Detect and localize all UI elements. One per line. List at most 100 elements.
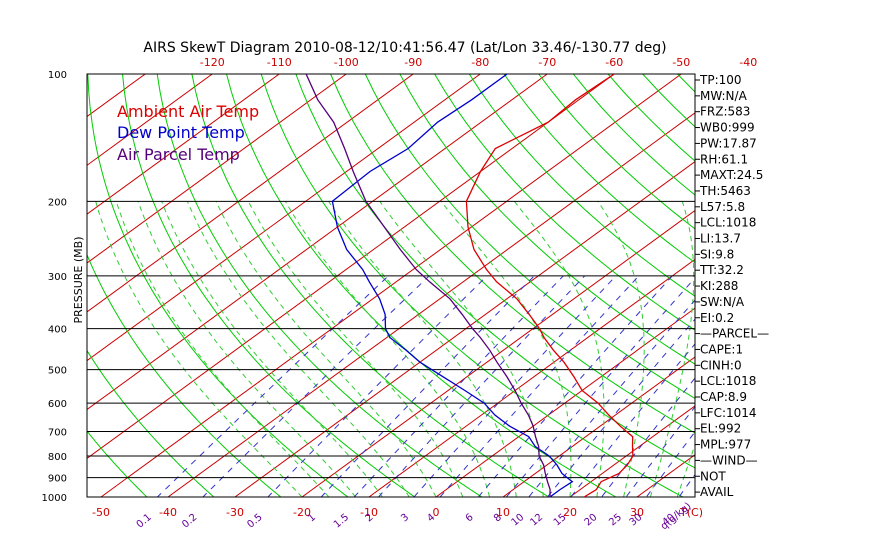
pressure-tick-label: 200 xyxy=(48,197,67,208)
isotherm-line xyxy=(838,74,870,497)
mixing-ratio-tick-label: 0.2 xyxy=(180,512,199,531)
moist-adiabat-line xyxy=(95,201,303,497)
index-item: TT:32.2 xyxy=(699,263,744,277)
mixing-ratio-line xyxy=(625,406,695,497)
plot-frame xyxy=(86,73,696,498)
isotherm-line xyxy=(87,74,347,264)
isotherm-line xyxy=(87,74,280,215)
isotherm-line xyxy=(87,74,213,166)
pressure-tick-label: 500 xyxy=(48,366,67,377)
top-temperature-tick-label: -50 xyxy=(672,56,690,69)
legend-ambient-air-temp: Ambient Air Temp xyxy=(117,102,259,121)
mixing-ratio-tick-label: 10 xyxy=(510,512,527,529)
index-item: WB0:999 xyxy=(700,121,755,135)
bottom-temperature-tick-label: -30 xyxy=(226,506,244,519)
index-item: LFC:1014 xyxy=(700,406,757,420)
plot-border xyxy=(86,73,696,498)
mixing-ratio-line xyxy=(546,318,695,497)
index-item: MW:N/A xyxy=(700,89,748,103)
ambient-temp-line xyxy=(465,74,634,497)
isotherm-lines xyxy=(0,74,870,497)
isotherm-line xyxy=(87,74,615,459)
top-temperature-tick-labels: -120 -110 -100 -90 -80 -70 -60 -50 -40 xyxy=(200,56,757,69)
dry-adiabat-line xyxy=(191,74,550,497)
isotherm-line xyxy=(0,74,11,497)
moist-adiabat-line xyxy=(649,201,695,497)
legend-dew-point-temp: Dew Point Temp xyxy=(117,123,245,142)
pressure-tick-label: 400 xyxy=(48,325,67,336)
index-item: KI:288 xyxy=(700,279,738,293)
bottom-temperature-tick-label: -40 xyxy=(159,506,177,519)
mixing-ratio-line xyxy=(600,377,695,497)
mixing-ratio-tick-label: 3 xyxy=(399,512,411,525)
index-item: SW:N/A xyxy=(700,295,745,309)
dry-adiabat-line xyxy=(87,74,349,497)
moist-adiabat-line xyxy=(215,201,437,497)
mixing-ratio-line xyxy=(505,277,695,497)
pressure-tick-label: 1000 xyxy=(42,493,67,504)
mixing-ratio-tick-label: 20 xyxy=(583,512,600,529)
index-item: TH:5463 xyxy=(699,184,751,198)
isotherm-line xyxy=(301,209,695,497)
mixing-ratio-line xyxy=(570,343,695,497)
top-temperature-tick-label: -100 xyxy=(334,56,359,69)
index-item: MPL:977 xyxy=(700,438,751,452)
moist-adiabat-line xyxy=(186,201,410,497)
dry-adiabat-line xyxy=(828,55,870,506)
mixing-ratio-tick-label: 6 xyxy=(464,512,476,525)
dry-adiabat-line xyxy=(676,74,695,93)
dry-adiabat-line xyxy=(503,74,695,264)
isotherm-line xyxy=(771,74,870,497)
bottom-temperature-tick-label: 0 xyxy=(433,506,440,519)
isotherm-line xyxy=(234,161,695,497)
bottom-temperature-unit: T(C) xyxy=(679,506,703,519)
isotherm-line xyxy=(87,74,414,313)
mixing-ratio-tick-label: 0.1 xyxy=(135,512,154,531)
index-item: —WIND— xyxy=(700,453,758,467)
index-item: EI:0.2 xyxy=(700,311,734,325)
pressure-tick-label: 800 xyxy=(48,452,67,463)
index-item: LI:13.7 xyxy=(700,232,741,246)
mixing-ratio-line xyxy=(353,275,564,497)
index-item: SI:9.8 xyxy=(700,247,734,261)
dry-adiabat-lines xyxy=(87,55,870,506)
bottom-temperature-tick-label: -10 xyxy=(360,506,378,519)
mixing-ratio-tick-label: 0.5 xyxy=(245,512,264,531)
dry-adiabat-line xyxy=(87,253,282,497)
dry-adiabat-line xyxy=(761,55,870,506)
moist-adiabat-line xyxy=(676,443,695,497)
mixing-ratio-line xyxy=(477,275,673,497)
mixing-ratio-lines xyxy=(156,275,695,497)
dry-adiabat-line xyxy=(330,74,695,434)
dry-adiabat-line xyxy=(156,74,483,497)
chart-title: AIRS SkewT Diagram 2010-08-12/10:41:56.4… xyxy=(143,40,666,56)
mixing-ratio-line xyxy=(439,275,640,497)
moist-adiabat-line xyxy=(379,201,544,497)
index-item: EL:992 xyxy=(700,422,741,436)
dry-adiabat-line xyxy=(87,349,215,497)
dry-adiabat-line xyxy=(468,74,695,297)
isotherm-line xyxy=(167,112,695,497)
legend-air-parcel-temp: Air Parcel Temp xyxy=(117,145,240,164)
mixing-ratio-line xyxy=(678,473,695,497)
moist-adiabat-line xyxy=(284,201,491,497)
top-temperature-tick-label: -110 xyxy=(267,56,292,69)
dry-adiabat-line xyxy=(399,74,695,365)
isotherm-line xyxy=(502,356,695,497)
mixing-ratio-tick-label: 25 xyxy=(607,512,624,529)
moist-adiabat-line xyxy=(137,201,356,497)
top-temperature-tick-label: -120 xyxy=(200,56,225,69)
top-temperature-tick-label: -70 xyxy=(538,56,556,69)
index-item: —PARCEL— xyxy=(700,327,769,341)
bottom-temperature-tick-label: -50 xyxy=(92,506,110,519)
dry-adiabat-line xyxy=(794,55,870,506)
index-item: RH:61.1 xyxy=(700,152,748,166)
dry-adiabat-line xyxy=(87,430,148,497)
mixing-ratio-line xyxy=(320,275,535,497)
pressure-tick-label: 700 xyxy=(48,427,67,438)
sounding-profiles xyxy=(305,74,634,497)
top-temperature-tick-label: -90 xyxy=(404,56,422,69)
mixing-ratio-tick-label: 12 xyxy=(528,512,545,529)
